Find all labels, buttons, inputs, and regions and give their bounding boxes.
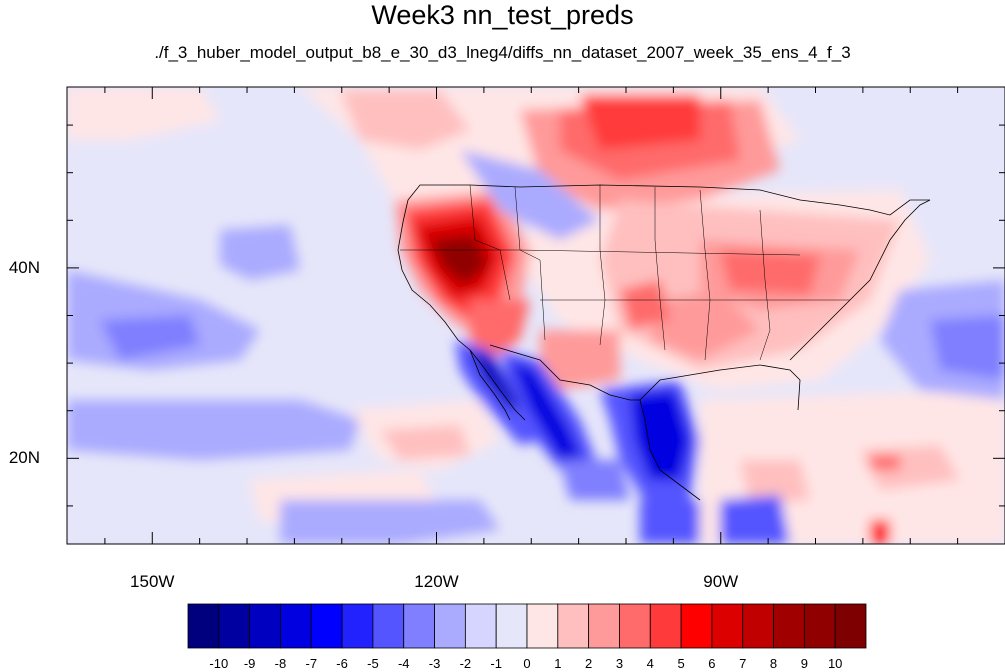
lon-label: 120W (414, 572, 459, 591)
colorbar-tick-label: -1 (490, 656, 502, 671)
colorbar-tick-label: -6 (336, 656, 348, 671)
contour-field (67, 87, 1005, 544)
colorbar-swatch (742, 603, 774, 649)
colorbar-swatch (834, 603, 867, 649)
lon-label: 90W (703, 572, 739, 591)
plot-title: Week3 nn_test_preds (371, 0, 634, 30)
colorbar-tick-label: 7 (739, 656, 747, 671)
lat-label: 20N (8, 448, 40, 468)
colorbar-tick-label: -9 (243, 656, 256, 671)
colorbar-swatch (557, 603, 590, 649)
colorbar-swatch (711, 603, 744, 649)
colorbar-swatch (218, 603, 251, 649)
colorbar-swatch (434, 603, 466, 649)
colorbar-tick-label: -4 (397, 656, 410, 671)
colorbar-tick-label: -2 (459, 656, 472, 671)
colorbar-swatch (649, 603, 682, 649)
lon-label: 150W (130, 572, 175, 591)
colorbar-swatch (588, 603, 620, 649)
colorbar-swatch (249, 603, 281, 649)
colorbar-swatch (773, 603, 805, 649)
colorbar-swatch (464, 603, 497, 649)
colorbar-swatch (372, 603, 405, 649)
colorbar-swatch (187, 603, 220, 649)
colorbar-tick-label: 10 (827, 656, 843, 671)
colorbar-tick-label: -8 (274, 656, 287, 671)
colorbar-swatch (403, 603, 435, 649)
colorbar-swatch (310, 603, 343, 649)
plot-subtitle: ./f_3_huber_model_output_b8_e_30_d3_lneg… (154, 43, 851, 62)
colorbar-tick-label: -3 (428, 656, 441, 671)
colorbar-tick-label: 5 (677, 656, 685, 671)
colorbar-tick-label: -5 (367, 656, 379, 671)
colorbar-swatch (280, 603, 312, 649)
colorbar-tick-label: 4 (646, 656, 654, 671)
colorbar-tick-label: -7 (305, 656, 318, 671)
colorbar-tick-label: 1 (554, 656, 562, 671)
colorbar-swatch (680, 603, 713, 649)
colorbar-tick-label: 8 (769, 656, 778, 671)
lat-label: 40N (8, 257, 40, 277)
colorbar-swatch (495, 603, 528, 649)
colorbar-swatch (526, 603, 559, 649)
state-borders (400, 184, 850, 361)
colorbar-tick-label: 6 (708, 656, 716, 671)
colorbar-swatch (803, 603, 836, 649)
colorbar-tick-label: 9 (800, 656, 808, 671)
axis-ticks (67, 87, 1005, 544)
colorbar-tick-label: 0 (523, 656, 531, 671)
colorbar-tick-label: 3 (615, 656, 624, 671)
colorbar-tick-label: 2 (585, 656, 593, 671)
colorbar-tick-label: -10 (209, 656, 229, 671)
colorbar-swatch (619, 603, 651, 649)
colorbar-swatch (341, 603, 374, 649)
